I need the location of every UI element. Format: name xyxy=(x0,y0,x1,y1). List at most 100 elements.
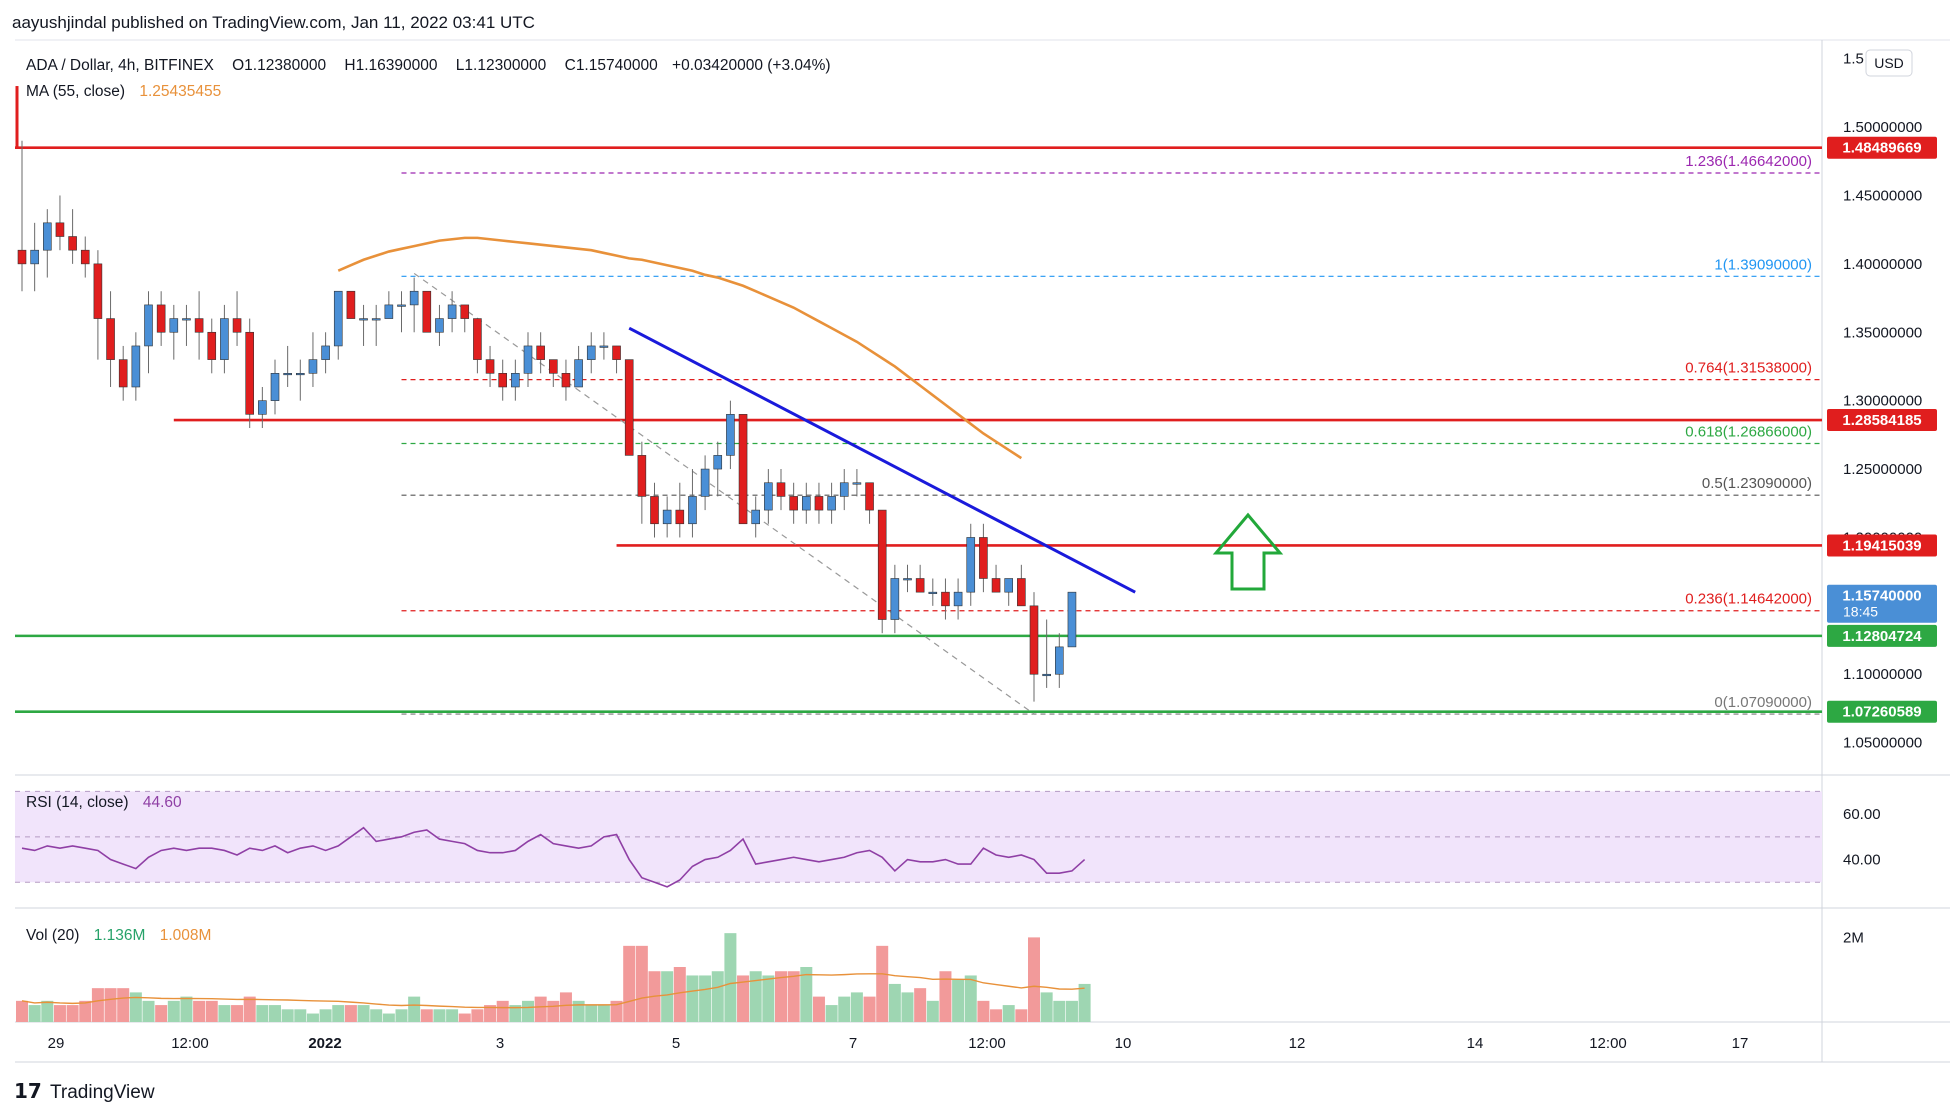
time-tick-label: 7 xyxy=(849,1035,857,1052)
time-tick-label: 10 xyxy=(1115,1035,1132,1052)
price-tag: 1.07260589 xyxy=(1827,700,1937,723)
candle-body xyxy=(865,482,874,511)
rsi-polyline xyxy=(21,826,1086,888)
candle-body xyxy=(258,400,267,415)
candle xyxy=(473,318,482,374)
volume-bar xyxy=(129,992,142,1022)
candle xyxy=(498,359,508,401)
candle-body xyxy=(915,578,925,593)
candle xyxy=(612,345,621,374)
candle xyxy=(903,564,912,593)
candle xyxy=(776,469,786,511)
candle-body xyxy=(333,290,343,347)
candle-body xyxy=(42,222,52,251)
rsi-tick-label: 40.00 xyxy=(1843,852,1881,869)
candle xyxy=(1067,591,1077,648)
candle-body xyxy=(612,345,621,360)
candle xyxy=(182,304,191,346)
volume-bar xyxy=(420,1009,433,1022)
volume-bar xyxy=(484,1005,497,1022)
candle xyxy=(346,290,356,319)
candle xyxy=(156,291,166,346)
currency-button[interactable]: USD xyxy=(1865,49,1913,77)
candle-body xyxy=(435,318,444,333)
candle xyxy=(258,386,267,429)
candle-body xyxy=(118,359,128,388)
volume-bar xyxy=(357,1005,370,1022)
candle-body xyxy=(536,345,545,360)
candle-body xyxy=(776,482,786,497)
candle xyxy=(890,564,900,634)
candle xyxy=(30,222,39,292)
publisher-line: aayushjindal published on TradingView.co… xyxy=(12,13,535,32)
price-tick-label: 1.25000000 xyxy=(1843,461,1922,478)
volume-bar xyxy=(446,1009,459,1022)
candle-body xyxy=(156,304,166,333)
candle xyxy=(220,304,229,374)
volume-bar xyxy=(28,1005,41,1022)
candle-body xyxy=(182,318,191,321)
candle xyxy=(1042,619,1051,688)
price-tag-label: 1.28584185 xyxy=(1842,412,1921,429)
volume-bar xyxy=(1078,983,1091,1022)
price-tag-box xyxy=(1827,534,1937,557)
volume-bar xyxy=(762,975,775,1022)
candle-body xyxy=(586,345,596,360)
fib-level-label: 0.236(1.14642000) xyxy=(1685,591,1812,608)
candle-body xyxy=(106,318,115,360)
candle-body xyxy=(599,345,609,348)
volume-bar xyxy=(332,1005,345,1022)
candle-body xyxy=(801,496,811,511)
candles xyxy=(17,140,1077,702)
volume-bar xyxy=(863,996,876,1022)
volume-bar xyxy=(91,988,104,1022)
volume-bar xyxy=(66,1005,79,1022)
candle xyxy=(308,332,318,387)
volume-bar xyxy=(699,975,712,1022)
candle xyxy=(713,441,723,497)
tradingview-logo[interactable]: 𝟭𝟳 TradingView xyxy=(14,1081,155,1103)
candle xyxy=(726,400,735,470)
candle xyxy=(979,523,988,593)
candle-body xyxy=(624,359,634,456)
low-value: 1.12300000 xyxy=(464,57,546,74)
candle xyxy=(207,318,217,374)
volume-bar xyxy=(243,996,256,1022)
candle xyxy=(675,482,685,538)
candle-body xyxy=(144,304,153,347)
candle-body xyxy=(953,591,963,607)
volume-bar xyxy=(901,992,914,1022)
volume-bar xyxy=(167,1000,180,1022)
open-label: O xyxy=(232,57,244,74)
rsi-tick-label: 60.00 xyxy=(1843,806,1881,823)
candle xyxy=(245,318,254,429)
currency-button-label[interactable]: USD xyxy=(1874,55,1904,71)
volume-bar xyxy=(838,996,851,1022)
candle xyxy=(928,578,938,606)
volume-bar xyxy=(1053,1000,1066,1022)
volume-bar xyxy=(458,1013,471,1022)
volume-bar xyxy=(1002,1005,1015,1022)
volume-bar xyxy=(408,996,421,1022)
candle xyxy=(548,359,558,387)
candle xyxy=(460,304,470,333)
candle-body xyxy=(384,304,394,319)
candle-body xyxy=(574,359,583,388)
candle xyxy=(422,290,432,333)
candle-body xyxy=(764,482,773,511)
volume-bar xyxy=(559,992,572,1022)
candle-body xyxy=(675,509,685,525)
volume-bar xyxy=(104,988,117,1022)
candle xyxy=(839,469,849,511)
ma-label: MA (55, close) xyxy=(26,83,125,100)
high-label: H xyxy=(344,57,355,74)
candle xyxy=(574,345,583,388)
candle-body xyxy=(359,318,368,321)
candle xyxy=(523,332,533,387)
price-tag-label: 1.07260589 xyxy=(1842,704,1921,721)
candle xyxy=(764,469,773,524)
candle-body xyxy=(827,496,836,511)
candle xyxy=(118,345,128,401)
candle-body xyxy=(700,468,710,497)
price-tick-label: 1.45000000 xyxy=(1843,187,1922,204)
